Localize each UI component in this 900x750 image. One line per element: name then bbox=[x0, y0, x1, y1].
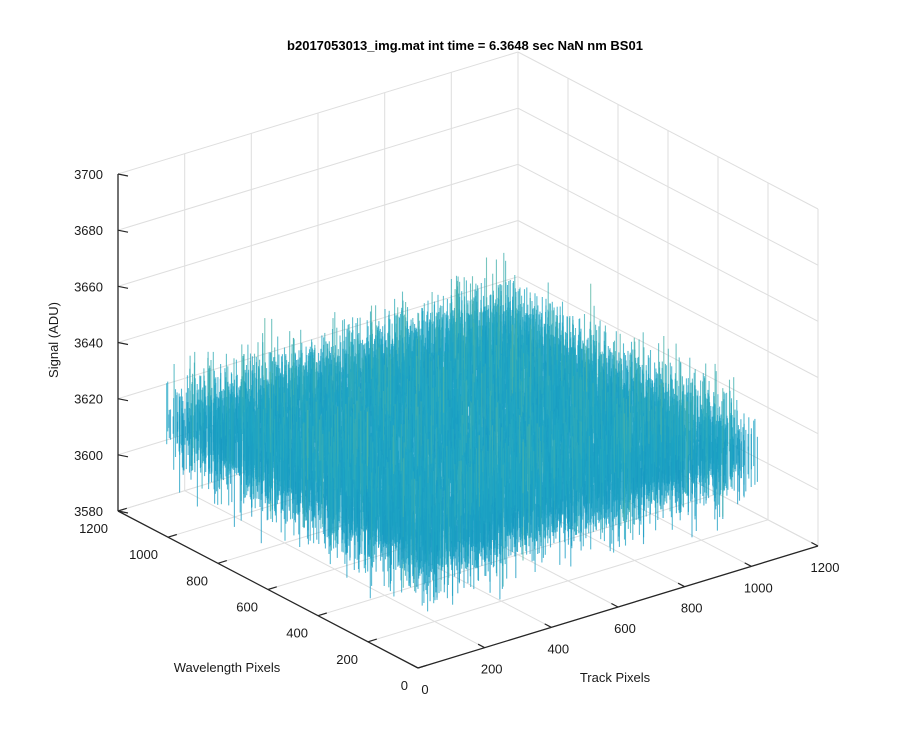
grid-line-backwall-z bbox=[117, 163, 519, 287]
grid-line-backwall-z bbox=[117, 220, 519, 343]
surface-data bbox=[166, 252, 758, 612]
grid-line-backwall-z bbox=[117, 51, 519, 175]
grid-line-floor-y bbox=[317, 493, 719, 617]
grid-line-sidewall-z bbox=[517, 220, 819, 378]
grid-line-backwall-z bbox=[117, 107, 519, 231]
grid-line-sidewall-z bbox=[517, 107, 819, 266]
grid-line-sidewall-z bbox=[517, 163, 819, 322]
grid-line-floor-y bbox=[367, 519, 769, 643]
grid-line-sidewall-z bbox=[517, 51, 819, 210]
